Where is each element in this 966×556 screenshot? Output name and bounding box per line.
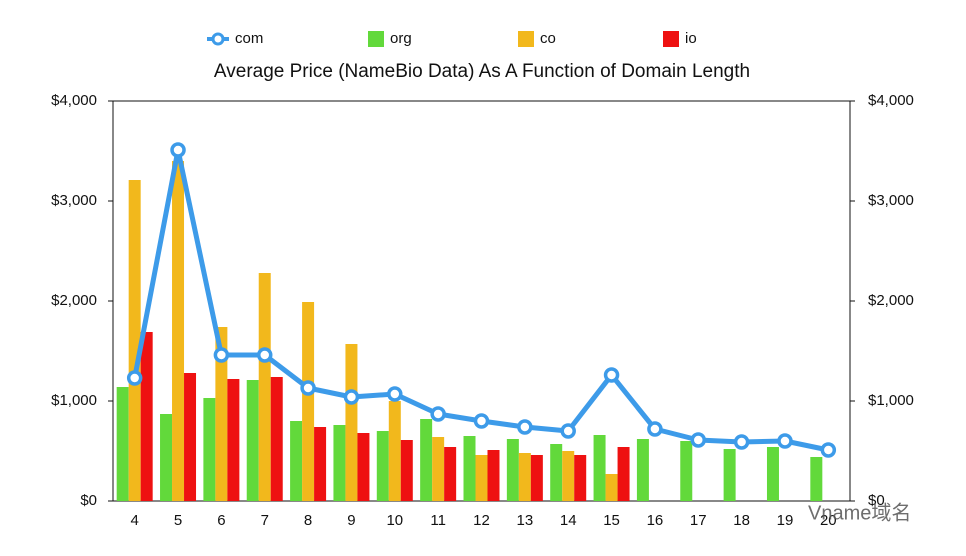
- line-marker: [300, 380, 316, 396]
- y-tick-label: $2,000: [51, 292, 97, 309]
- line-marker: [213, 347, 230, 363]
- x-tick-label: 14: [560, 512, 577, 529]
- y2-tick-label: $1,000: [868, 392, 914, 409]
- watermark: Vname域名: [808, 501, 911, 524]
- bar: [605, 474, 618, 501]
- line-marker: [647, 421, 663, 437]
- legend-label: com: [235, 30, 263, 47]
- bar: [680, 441, 693, 501]
- line-marker: [560, 423, 576, 439]
- bar: [302, 302, 315, 501]
- bar: [550, 444, 563, 501]
- line-marker: [170, 142, 186, 158]
- bar: [530, 455, 543, 501]
- x-tick-label: 4: [131, 512, 139, 529]
- line-marker: [733, 434, 750, 450]
- bar: [617, 447, 630, 501]
- bar: [128, 180, 141, 501]
- legend-swatch: [368, 31, 384, 47]
- x-tick-label: 18: [733, 512, 750, 529]
- y-tick-label: $3,000: [51, 192, 97, 209]
- legend-swatch: [211, 32, 225, 46]
- bar: [357, 433, 370, 501]
- bar: [172, 161, 185, 501]
- bar: [215, 327, 228, 501]
- bar: [574, 455, 587, 501]
- line-marker: [473, 413, 490, 429]
- y-tick-label: $4,000: [51, 92, 97, 109]
- chart-title: Average Price (NameBio Data) As A Functi…: [214, 61, 750, 82]
- bar: [487, 450, 500, 501]
- line-marker: [517, 419, 533, 435]
- legend-swatch: [663, 31, 679, 47]
- bar: [140, 332, 153, 501]
- bar: [345, 344, 358, 501]
- line-marker: [777, 433, 793, 449]
- x-tick-label: 20: [820, 512, 837, 529]
- bar: [258, 273, 271, 501]
- bar: [518, 453, 531, 501]
- bar: [203, 398, 216, 501]
- x-tick-label: 19: [777, 512, 794, 529]
- bar: [810, 457, 823, 501]
- bar: [593, 435, 606, 501]
- bar: [227, 379, 240, 501]
- bar: [376, 431, 389, 501]
- line-marker: [126, 370, 143, 386]
- line-marker: [690, 432, 707, 448]
- y-tick-label: $1,000: [51, 392, 97, 409]
- x-tick-label: 8: [304, 512, 312, 529]
- legend-label: co: [540, 30, 556, 47]
- bar: [723, 449, 736, 501]
- bar: [562, 451, 575, 501]
- y2-tick-label: $2,000: [868, 292, 914, 309]
- legend-label: org: [390, 30, 412, 47]
- bar: [388, 401, 401, 501]
- x-tick-label: 13: [517, 512, 534, 529]
- bar: [270, 377, 283, 501]
- bar: [636, 439, 649, 501]
- x-tick-label: 9: [347, 512, 355, 529]
- bar: [432, 437, 445, 501]
- line-marker: [256, 347, 273, 363]
- x-tick-label: 12: [473, 512, 490, 529]
- bar: [246, 380, 259, 501]
- line-marker: [387, 386, 403, 402]
- bar: [420, 419, 433, 501]
- bar: [766, 447, 779, 501]
- x-tick-label: 15: [603, 512, 620, 529]
- bar: [290, 421, 303, 501]
- x-tick-label: 16: [647, 512, 664, 529]
- bar: [400, 440, 413, 501]
- line-marker: [343, 389, 360, 405]
- bar: [475, 455, 488, 501]
- bar: [506, 439, 519, 501]
- line-marker: [603, 367, 620, 383]
- line-marker: [820, 442, 837, 458]
- y2-tick-label: $4,000: [868, 92, 914, 109]
- legend-label: io: [685, 30, 697, 47]
- y-tick-label: $0: [80, 492, 97, 509]
- bar: [314, 427, 327, 501]
- bar: [463, 436, 476, 501]
- y2-tick-label: $3,000: [868, 192, 914, 209]
- x-tick-label: 10: [386, 512, 403, 529]
- bar: [333, 425, 346, 501]
- x-tick-label: 11: [430, 512, 446, 529]
- line-marker: [430, 406, 446, 422]
- bar: [116, 387, 129, 501]
- legend-swatch: [518, 31, 534, 47]
- bar: [184, 373, 197, 501]
- x-tick-label: 6: [217, 512, 225, 529]
- y2-tick-label: $0: [868, 492, 885, 509]
- bar: [444, 447, 457, 501]
- x-tick-label: 17: [690, 512, 707, 529]
- bar: [160, 414, 173, 501]
- x-tick-label: 7: [261, 512, 269, 529]
- x-tick-label: 5: [174, 512, 182, 529]
